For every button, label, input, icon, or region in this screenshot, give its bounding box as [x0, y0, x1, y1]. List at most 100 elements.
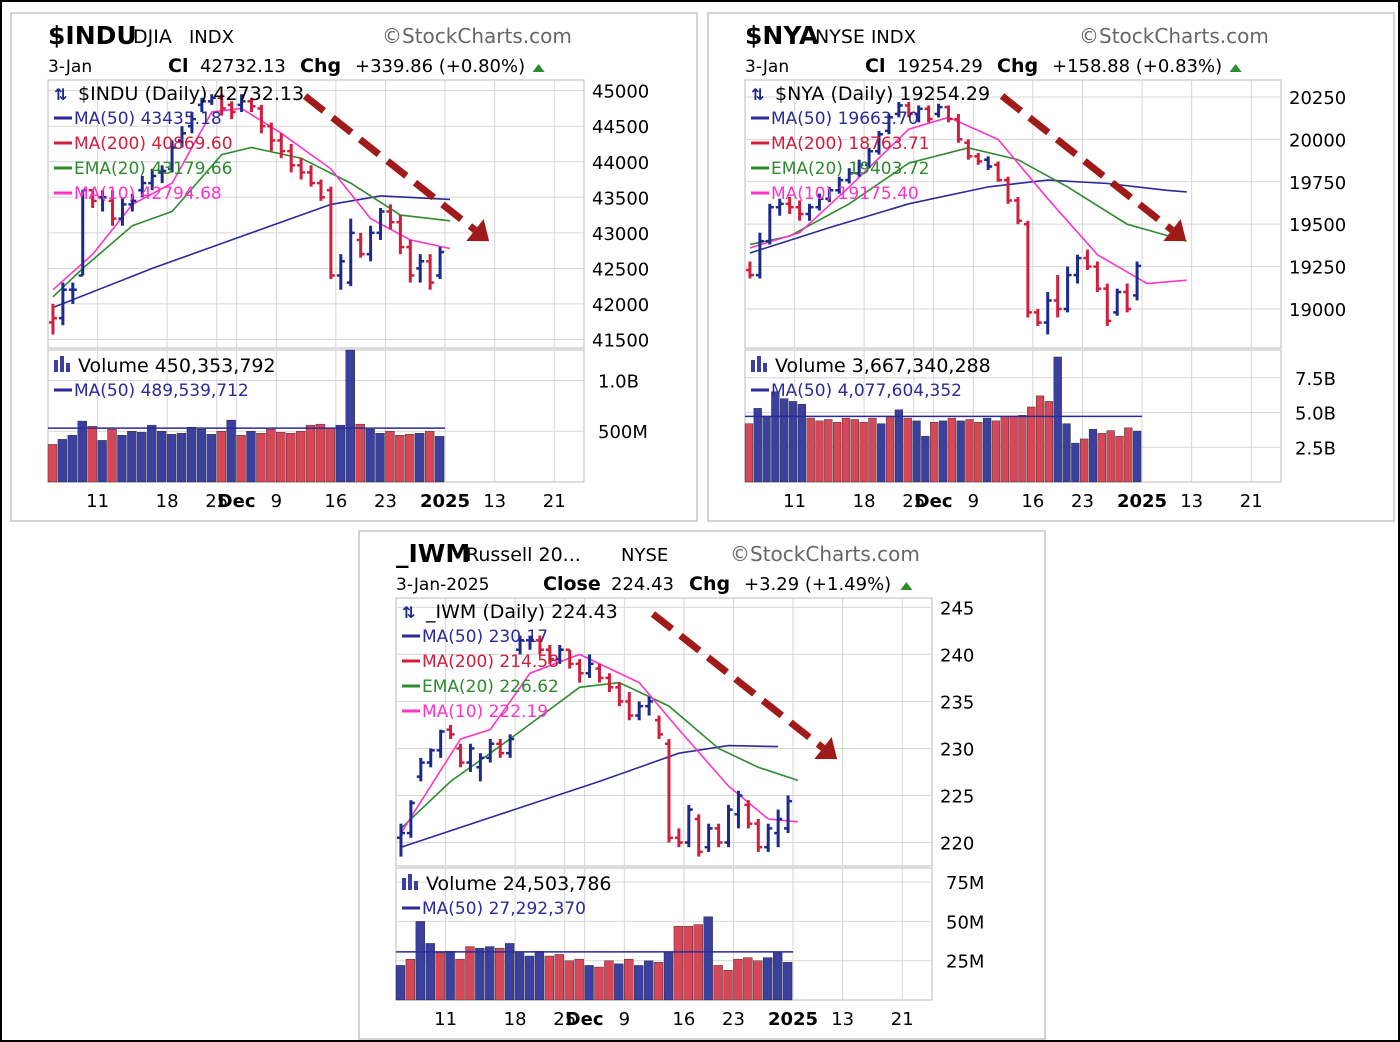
- y-tick-label: 43500: [592, 188, 649, 209]
- volume-bar: [455, 958, 465, 1001]
- y-tick-label: 44500: [592, 117, 649, 138]
- volume-bar: [216, 431, 226, 483]
- volume-bar: [1133, 430, 1142, 483]
- ma-legend: EMA(20) 43179.66: [74, 159, 232, 179]
- volume-bar: [206, 434, 216, 483]
- volume-bar: [643, 960, 654, 1001]
- ma10-line: [749, 116, 1187, 285]
- volume-bar: [435, 952, 445, 1001]
- x-tick-label: 23: [722, 1009, 745, 1030]
- y-tick-label: 19500: [1289, 215, 1346, 236]
- volume-bar: [57, 439, 68, 483]
- trend-arrow-head-icon: [814, 737, 838, 760]
- y-tick-label: 220: [940, 833, 974, 854]
- y-tick-label: 240: [940, 645, 974, 666]
- ma50-line: [400, 744, 779, 848]
- volume-icon: [402, 878, 406, 890]
- x-tick-label: 16: [324, 491, 347, 512]
- volume-bar: [286, 433, 296, 483]
- volume-bar: [921, 435, 930, 483]
- volume-bar: [788, 401, 798, 483]
- ma50-line: [749, 179, 1187, 254]
- volume-bar: [355, 423, 365, 483]
- volume-bar: [1035, 395, 1045, 483]
- volume-bar: [763, 957, 773, 1001]
- ma-legend: MA(50) 19663.70: [771, 109, 919, 129]
- ema20-line: [52, 146, 451, 298]
- volume-bar: [196, 429, 207, 483]
- volume-bar: [723, 969, 733, 1001]
- symbol-label: $NYA: [745, 21, 819, 50]
- y-tick-label: 19750: [1289, 173, 1346, 194]
- volume-bar: [815, 420, 824, 483]
- volume-bar: [524, 955, 535, 1001]
- volume-bar: [166, 434, 177, 483]
- volume-bar: [266, 429, 276, 483]
- volume-bar: [226, 419, 236, 483]
- volume-bar: [634, 965, 644, 1001]
- updown-icon: ⇅: [54, 85, 67, 104]
- price-legend: $INDU (Daily) 42732.13: [78, 83, 304, 105]
- x-tick-label: 16: [672, 1009, 695, 1030]
- volume-bar: [47, 444, 58, 483]
- x-tick-label: 13: [483, 491, 506, 512]
- ma-legend: MA(50) 43435.18: [74, 109, 222, 129]
- volume-bar: [514, 952, 525, 1001]
- volume-bar: [554, 954, 564, 1001]
- x-tick-label: 11: [434, 1009, 457, 1030]
- volume-bar: [762, 416, 771, 483]
- index-name: DJIA: [133, 26, 172, 48]
- volume-bar: [833, 422, 842, 483]
- volume-bar: [782, 962, 793, 1001]
- volume-bar: [1088, 429, 1098, 483]
- close-label: Cl: [865, 55, 885, 77]
- volume-bar: [325, 427, 336, 483]
- volume-bar: [147, 424, 157, 483]
- volume-bar: [824, 419, 833, 483]
- volume-bar: [1044, 401, 1054, 483]
- volume-bar: [295, 431, 306, 483]
- vol-tick-label: 7.5B: [1295, 369, 1336, 390]
- volume-bar: [713, 965, 723, 1001]
- volume-bar: [107, 429, 117, 483]
- volume-ma-legend: MA(50) 489,539,712: [74, 381, 249, 401]
- volume-bar: [1018, 415, 1027, 483]
- volume-bar: [624, 958, 634, 1001]
- volume-bar: [868, 417, 877, 483]
- volume-icon: [757, 356, 761, 372]
- volume-bar: [127, 431, 137, 483]
- volume-bar: [693, 924, 703, 1001]
- chg-label: Chg: [300, 55, 341, 77]
- x-tick-label: 9: [271, 491, 282, 512]
- volume-bar: [485, 946, 495, 1001]
- y-tick-label: 19000: [1289, 300, 1346, 321]
- symbol-label: _IWM: [396, 539, 470, 568]
- x-tick-label: 9: [968, 491, 979, 512]
- y-tick-label: 245: [940, 598, 974, 619]
- watermark: ©StockCharts.com: [730, 542, 920, 566]
- price-legend: _IWM (Daily) 224.43: [425, 601, 618, 623]
- ma50-line: [52, 195, 451, 309]
- volume-bar: [365, 429, 375, 483]
- volume-bar: [894, 409, 904, 483]
- volume-bar: [574, 958, 584, 1001]
- volume-bar: [983, 417, 992, 483]
- change-up-icon: [900, 582, 913, 590]
- volume-bar: [733, 958, 743, 1001]
- x-tick-label: 21: [891, 1009, 914, 1030]
- ma-legend: EMA(20) 226.62: [422, 677, 559, 697]
- volume-bar: [584, 965, 594, 1001]
- volume-bar: [683, 925, 693, 1001]
- volume-bar: [1009, 416, 1018, 483]
- volume-bar: [753, 960, 763, 1001]
- x-tick-label: 23: [374, 491, 397, 512]
- volume-bar: [156, 431, 167, 483]
- volume-bar: [594, 966, 604, 1001]
- volume-bar: [1115, 435, 1124, 483]
- volume-icon: [60, 356, 64, 372]
- volume-icon: [751, 360, 755, 372]
- price-legend: $NYA (Daily) 19254.29: [775, 83, 990, 105]
- exchange-label: INDX: [189, 27, 234, 48]
- x-tick-label: 18: [156, 491, 179, 512]
